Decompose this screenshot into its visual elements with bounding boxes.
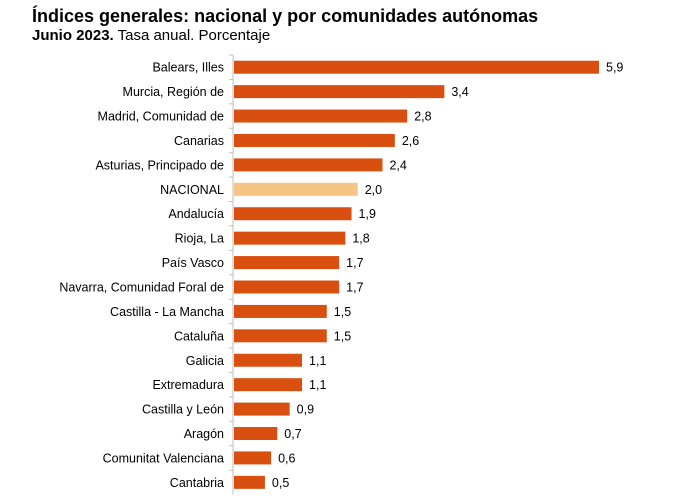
data-label: 0,9 <box>297 403 314 417</box>
data-label: 3,4 <box>451 85 468 99</box>
category-label: Castilla y León <box>142 403 224 417</box>
bar <box>234 451 272 465</box>
bar <box>234 158 383 172</box>
bar <box>234 475 265 489</box>
category-label: Extremadura <box>152 378 224 392</box>
bar <box>234 60 599 74</box>
bar <box>234 378 303 392</box>
data-label: 1,7 <box>346 256 363 270</box>
data-label: 1,5 <box>334 329 351 343</box>
category-label: Galicia <box>186 354 224 368</box>
data-label: 1,1 <box>309 354 326 368</box>
bar <box>234 133 395 147</box>
bar <box>234 109 408 123</box>
bar <box>234 207 352 221</box>
data-label: 1,1 <box>309 378 326 392</box>
bar <box>234 256 340 270</box>
data-label: 1,7 <box>346 280 363 294</box>
category-label: Balears, Illes <box>152 61 224 75</box>
data-label: 0,6 <box>278 451 295 465</box>
subtitle-description: Tasa anual. Porcentaje <box>113 27 271 44</box>
bar <box>234 402 290 416</box>
data-label: 2,4 <box>389 158 406 172</box>
category-label: Cantabria <box>170 476 224 490</box>
data-label: 1,8 <box>352 232 369 246</box>
category-label: Asturias, Principado de <box>95 158 224 172</box>
data-label: 2,0 <box>365 183 382 197</box>
category-label: Navarra, Comunidad Foral de <box>59 280 224 294</box>
category-label: Murcia, Región de <box>123 85 224 99</box>
category-label: Madrid, Comunidad de <box>98 110 225 124</box>
chart-subtitle: Junio 2023. Tasa anual. Porcentaje <box>32 27 270 44</box>
data-label: 0,7 <box>284 427 301 441</box>
category-label: Cataluña <box>174 329 224 343</box>
data-label: 1,5 <box>334 305 351 319</box>
data-label: 5,9 <box>606 61 623 75</box>
data-label: 2,8 <box>414 110 431 124</box>
bar <box>234 182 358 196</box>
data-label: 1,9 <box>359 207 376 221</box>
data-label: 0,5 <box>272 476 289 490</box>
category-label: Comunitat Valenciana <box>103 451 224 465</box>
bar <box>234 304 327 318</box>
category-label: Andalucía <box>168 207 224 221</box>
chart-title: Índices generales: nacional y por comuni… <box>32 6 539 26</box>
category-label: Castilla - La Mancha <box>110 305 224 319</box>
category-label: Rioja, La <box>175 232 224 246</box>
bar <box>234 231 346 245</box>
subtitle-date: Junio 2023. <box>32 27 114 44</box>
category-label: NACIONAL <box>160 183 224 197</box>
category-label: Canarias <box>174 134 224 148</box>
bar <box>234 329 327 343</box>
bar <box>234 280 340 294</box>
bar <box>234 353 303 367</box>
bar <box>234 427 278 441</box>
bar <box>234 85 445 99</box>
category-label: Aragón <box>184 427 224 441</box>
category-label: País Vasco <box>162 256 224 270</box>
data-label: 2,6 <box>402 134 419 148</box>
